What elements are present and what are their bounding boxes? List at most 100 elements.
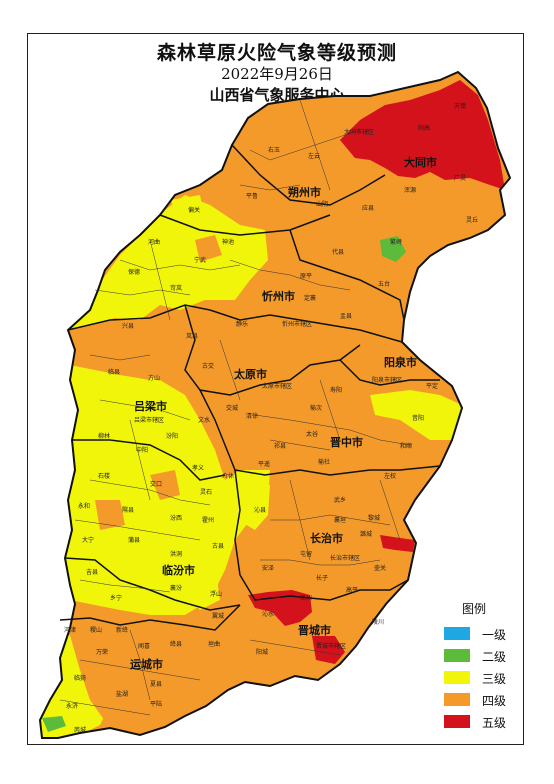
county-label: 沁县 xyxy=(254,506,266,514)
county-label: 闻喜 xyxy=(138,642,150,650)
county-label: 陵川 xyxy=(372,618,384,626)
county-label: 静乐 xyxy=(236,320,248,328)
county-label: 山阴 xyxy=(316,200,328,208)
county-label: 平鲁 xyxy=(246,192,258,200)
county-label: 武乡 xyxy=(334,496,346,504)
county-label: 长治市辖区 xyxy=(330,554,360,562)
legend-swatch xyxy=(444,649,470,662)
county-label: 高平 xyxy=(346,586,358,594)
risk-zone-level2-wutai xyxy=(380,236,406,262)
county-label: 盐湖 xyxy=(116,690,128,698)
legend-label: 二级 xyxy=(482,650,507,664)
county-label: 宁武 xyxy=(194,256,206,264)
county-label: 文水 xyxy=(198,416,210,424)
county-label: 古交 xyxy=(202,362,214,370)
county-label: 稷山 xyxy=(90,626,102,634)
county-label: 代县 xyxy=(332,248,344,256)
county-label: 隰县 xyxy=(122,506,134,514)
county-label: 沁水 xyxy=(262,610,274,618)
county-label: 汾阳 xyxy=(166,432,178,440)
county-label: 应县 xyxy=(362,204,374,212)
county-label: 盂县 xyxy=(340,313,352,320)
county-label: 泽州 xyxy=(300,594,312,602)
county-label: 原平 xyxy=(300,273,312,280)
county-label: 灵丘 xyxy=(466,217,478,224)
county-label: 交城 xyxy=(226,404,238,412)
county-label: 中阳 xyxy=(136,446,148,454)
county-label: 洪洞 xyxy=(170,550,182,558)
county-label: 阳高 xyxy=(418,124,430,132)
county-label: 大同市辖区 xyxy=(344,128,374,136)
county-label: 永和 xyxy=(78,502,90,510)
county-label: 临猗 xyxy=(74,674,86,682)
county-label: 黎城 xyxy=(368,514,380,522)
county-label: 蒲县 xyxy=(128,536,140,544)
county-label: 垣曲 xyxy=(208,640,220,648)
county-label: 霍州 xyxy=(202,517,214,524)
county-label: 乡宁 xyxy=(110,594,122,602)
county-boundaries xyxy=(59,99,411,716)
legend-swatch xyxy=(444,671,470,684)
county-label: 阳城 xyxy=(256,648,268,656)
county-label: 万荣 xyxy=(96,648,108,656)
legend-swatch xyxy=(444,627,470,640)
county-label: 清徐 xyxy=(246,412,258,420)
county-label: 河津 xyxy=(64,626,76,634)
forecast-date: 2022年9月26日 xyxy=(221,65,333,83)
risk-zone-level4-patch-e xyxy=(195,235,222,262)
county-label: 平遥 xyxy=(258,460,270,468)
city-label-datong: 大同市 xyxy=(404,155,437,169)
county-label: 石楼 xyxy=(98,472,110,480)
county-label: 繁峙 xyxy=(390,238,402,246)
county-label: 河曲 xyxy=(148,238,160,246)
legend-label: 四级 xyxy=(482,694,507,708)
risk-zone-level3-central xyxy=(238,480,270,530)
risk-zone-level3-south xyxy=(185,560,220,610)
county-label: 翼城 xyxy=(212,613,224,620)
legend-label: 三级 xyxy=(482,672,507,686)
county-label: 右玉 xyxy=(268,146,280,154)
city-label-changzhi: 长治市 xyxy=(310,531,343,545)
risk-zone-level4-patch-a xyxy=(70,318,155,380)
city-label-shuozhou: 朔州市 xyxy=(288,185,321,199)
county-label: 和顺 xyxy=(400,442,412,450)
county-label: 岚县 xyxy=(186,333,198,340)
legend-item-level3: 三级 xyxy=(444,671,524,686)
city-label-lvliang: 吕梁市 xyxy=(134,399,167,413)
risk-zone-level4-patch-b xyxy=(95,500,125,530)
county-label: 长子 xyxy=(316,574,328,582)
county-label: 绛县 xyxy=(170,640,182,648)
county-label: 祁县 xyxy=(274,442,286,450)
risk-zone-level5-jincheng-south xyxy=(312,636,345,664)
city-label-jinzhong: 晋中市 xyxy=(330,435,363,449)
county-label: 吉县 xyxy=(86,569,98,576)
county-label: 浮山 xyxy=(210,590,222,598)
county-label: 广灵 xyxy=(454,174,466,182)
county-label: 灵石 xyxy=(200,489,212,496)
legend-title: 图例 xyxy=(462,602,487,616)
city-label-jincheng: 晋城市 xyxy=(298,623,331,637)
county-label: 汾西 xyxy=(170,514,182,522)
county-label: 兴县 xyxy=(122,322,134,330)
county-label: 潞城 xyxy=(360,530,372,538)
county-label: 榆社 xyxy=(318,458,330,466)
city-label-yangquan: 阳泉市 xyxy=(384,355,417,369)
county-label: 天镇 xyxy=(454,102,466,110)
legend-label: 一级 xyxy=(482,628,507,642)
county-label: 夏县 xyxy=(150,681,162,688)
risk-zone-level5-datong xyxy=(340,80,505,190)
city-label-xinzhou: 忻州市 xyxy=(262,289,295,303)
county-label: 保德 xyxy=(128,268,140,276)
county-label: 介休 xyxy=(222,472,234,480)
county-label: 交口 xyxy=(150,480,162,488)
county-label: 安泽 xyxy=(262,564,274,572)
county-label: 襄垣 xyxy=(334,516,346,524)
legend-item-level5: 五级 xyxy=(444,715,524,730)
county-label: 偏关 xyxy=(188,206,200,214)
county-label: 五台 xyxy=(378,280,390,288)
county-label: 浑源 xyxy=(404,186,416,194)
county-label: 昔阳 xyxy=(412,414,424,422)
county-label: 寿阳 xyxy=(330,386,342,394)
county-label: 大宁 xyxy=(82,536,94,544)
